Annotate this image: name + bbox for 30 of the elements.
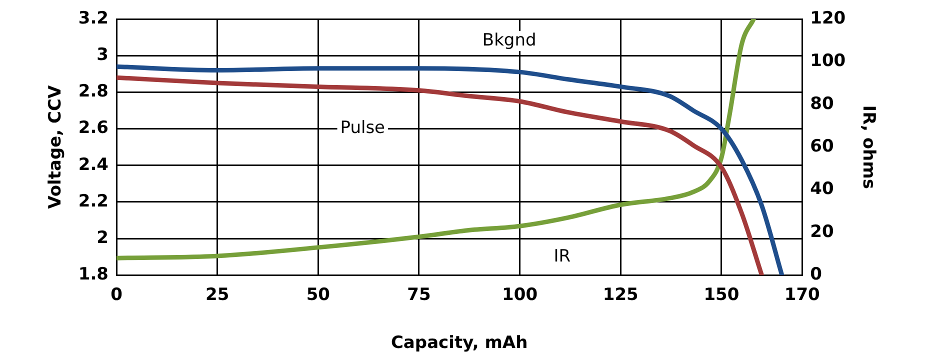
line-series — [116, 19, 756, 260]
y-tick-label: 2.2 — [78, 191, 109, 212]
y2-axis-title: IR, ohms — [858, 105, 878, 189]
series-label: Bkgnd — [482, 30, 536, 50]
y2-tick-label: 120 — [810, 8, 846, 28]
y2-tick-label: 100 — [810, 51, 846, 72]
series-label: IR — [554, 246, 571, 267]
series-label: Pulse — [340, 118, 386, 138]
y-tick-label: 2.8 — [78, 82, 109, 102]
x-tick-label: 75 — [407, 284, 431, 305]
y-tick-label: 1.8 — [78, 264, 109, 285]
y2-tick-label: 20 — [810, 222, 834, 242]
y-axis-title: Voltage, CCV — [46, 84, 66, 209]
y2-tick-label: 40 — [810, 179, 834, 200]
x-tick-label: 150 — [704, 284, 740, 305]
y2-tick-label: 80 — [810, 94, 834, 114]
y-tick-label: 3 — [96, 45, 109, 66]
x-tick-label: 100 — [502, 284, 538, 305]
y-tick-label: 3.2 — [78, 8, 109, 28]
x-tick-label: 0 — [110, 284, 123, 305]
y-tick-label: 2.4 — [78, 154, 109, 175]
y-tick-label: 2 — [96, 228, 109, 248]
y2-tick-label: 0 — [810, 264, 822, 285]
x-tick-label: 25 — [206, 284, 230, 305]
y-tick-label: 2.6 — [78, 118, 109, 138]
x-tick-label: 125 — [602, 284, 638, 305]
x-axis-title: Capacity, mAh — [390, 333, 528, 354]
x-tick-label: 170 — [784, 284, 820, 305]
y2-tick-label: 60 — [810, 136, 834, 157]
x-tick-label: 50 — [306, 284, 330, 305]
